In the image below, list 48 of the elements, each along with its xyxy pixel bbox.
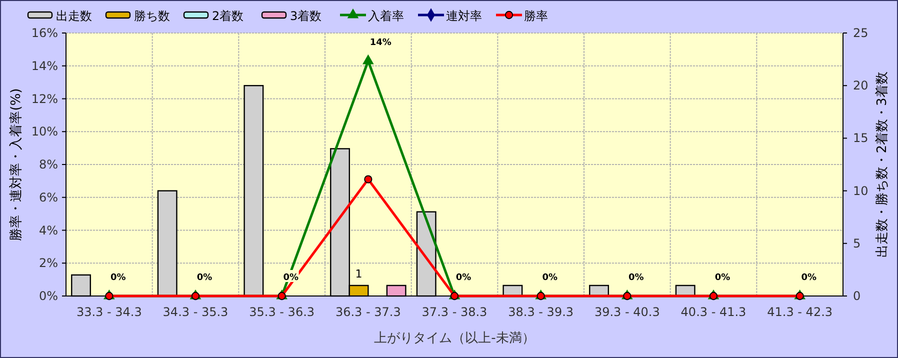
legend-label: 出走数 bbox=[56, 9, 92, 23]
x-tick-label: 39.3 - 40.3 bbox=[594, 305, 660, 319]
x-tick-label: 35.3 - 36.3 bbox=[249, 305, 315, 319]
data-label: 0% bbox=[801, 273, 816, 283]
data-label: 0% bbox=[283, 273, 298, 283]
x-tick-label: 36.3 - 37.3 bbox=[335, 305, 401, 319]
legend-label: 入着率 bbox=[368, 9, 404, 23]
y2-tick-label: 5 bbox=[853, 236, 861, 250]
bar bbox=[244, 85, 264, 297]
y-tick-label: 14% bbox=[31, 58, 58, 73]
bar bbox=[157, 190, 178, 297]
y2-tick-label: 0 bbox=[853, 289, 861, 303]
y-tick-label: 16% bbox=[31, 26, 58, 40]
x-tick-label: 40.3 - 41.3 bbox=[680, 305, 746, 319]
x-axis-title: 上がりタイム（以上-未満） bbox=[374, 331, 535, 346]
data-label: 0% bbox=[110, 273, 126, 283]
y-tick-label: 0% bbox=[38, 289, 58, 303]
data-label: 0% bbox=[628, 273, 644, 283]
data-label: 0% bbox=[542, 273, 558, 283]
data-label: 0% bbox=[196, 273, 212, 283]
legend-label: 勝ち数 bbox=[134, 9, 170, 23]
point bbox=[362, 54, 374, 64]
y2-axis-title: 出走数・勝ち数・2着数・3着数 bbox=[874, 72, 890, 258]
y2-tick-label: 10 bbox=[853, 184, 868, 198]
legend-label: 2着数 bbox=[212, 9, 244, 23]
x-tick-label: 38.3 - 39.3 bbox=[508, 305, 574, 319]
point bbox=[364, 175, 372, 184]
x-tick-label: 41.3 - 42.3 bbox=[767, 305, 833, 319]
x-tick-label: 34.3 - 35.3 bbox=[162, 305, 228, 319]
data-label: 14% bbox=[370, 38, 392, 48]
legend-label: 勝率 bbox=[524, 9, 548, 23]
y-tick-label: 8% bbox=[38, 158, 58, 172]
y-tick-label: 10% bbox=[31, 124, 58, 139]
y-tick-label: 6% bbox=[38, 190, 58, 204]
y-axis-title: 勝率・連対率・入着率(%) bbox=[8, 88, 24, 241]
y2-tick-label: 20 bbox=[853, 78, 868, 93]
data-label: 0% bbox=[714, 273, 730, 283]
x-tick-label: 37.3 - 38.3 bbox=[422, 305, 488, 319]
legend-label: 3着数 bbox=[290, 9, 322, 23]
y2-tick-label: 25 bbox=[853, 26, 868, 40]
y-tick-label: 2% bbox=[38, 256, 58, 270]
y-tick-label: 12% bbox=[31, 92, 58, 106]
y-tick-label: 4% bbox=[38, 223, 58, 238]
data-label: 1 bbox=[355, 267, 362, 280]
legend-label: 連対率 bbox=[446, 9, 482, 23]
data-label: 0% bbox=[456, 273, 472, 283]
y2-tick-label: 15 bbox=[853, 131, 868, 146]
x-tick-label: 33.3 - 34.3 bbox=[76, 305, 142, 319]
